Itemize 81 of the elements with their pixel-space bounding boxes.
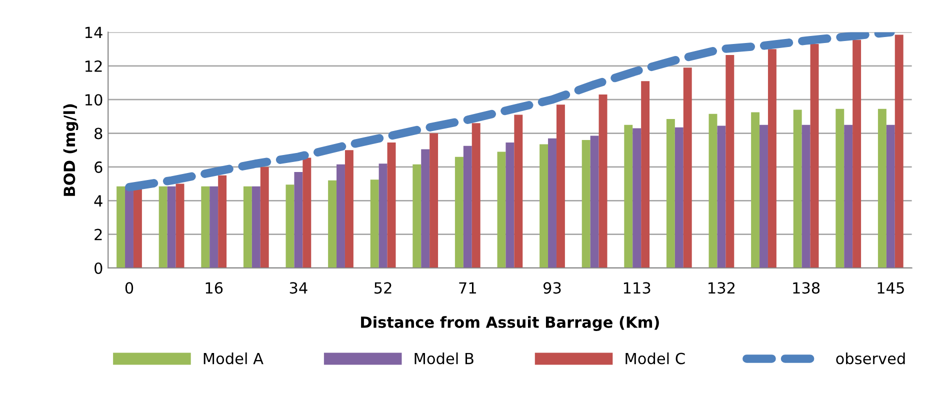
bar [582, 140, 590, 268]
bar [294, 172, 303, 268]
bar [726, 54, 734, 268]
y-tick-label: 4 [94, 195, 102, 206]
x-tick-label: 16 [206, 282, 223, 294]
bar [286, 184, 294, 268]
x-tick-label: 52 [374, 282, 392, 294]
bar [793, 110, 802, 268]
bar [810, 44, 819, 268]
bar [336, 164, 345, 268]
bar [201, 186, 210, 268]
x-tick-label: 93 [543, 282, 561, 294]
bar [218, 175, 227, 268]
bar [717, 126, 726, 268]
legend-label: Model C [626, 352, 685, 364]
bar [252, 186, 260, 268]
bar [344, 150, 354, 268]
bar [260, 166, 269, 268]
bar [302, 158, 312, 268]
bar [463, 146, 472, 268]
bar [472, 123, 480, 268]
bar [624, 124, 633, 268]
bar [210, 186, 218, 268]
y-tick-label: 2 [94, 228, 102, 240]
y-tick-label: 6 [94, 161, 102, 173]
bar [708, 114, 718, 268]
bar [387, 142, 396, 268]
x-axis-title: Distance from Assuit Barrage (Km) [361, 316, 659, 332]
bar [683, 68, 692, 268]
bar [167, 186, 176, 268]
bar [506, 142, 514, 268]
bar [421, 149, 430, 268]
y-tick-label: 12 [85, 60, 102, 72]
y-tick-label: 10 [85, 94, 102, 106]
y-tick-label: 0 [94, 262, 102, 274]
bar [548, 138, 556, 268]
bar [674, 127, 684, 268]
bar [886, 124, 895, 268]
legend-label: Model B [414, 352, 474, 364]
bar [370, 180, 379, 268]
x-tick-label: 113 [624, 282, 650, 294]
bar [243, 186, 252, 268]
bar [598, 94, 608, 268]
legend-label: Model A [204, 352, 264, 364]
bar [836, 108, 844, 268]
legend-label: observed [836, 352, 905, 364]
bar [802, 124, 810, 268]
x-tick-label: 0 [125, 282, 134, 294]
bar [328, 180, 337, 268]
y-tick-label: 14 [85, 26, 102, 38]
bar [751, 112, 760, 268]
bar [666, 118, 675, 268]
bar [894, 34, 904, 268]
bar [760, 124, 768, 268]
bar [556, 104, 565, 268]
bar [378, 164, 388, 268]
x-tick-label: 34 [290, 282, 308, 294]
bar [641, 81, 650, 268]
x-tick-label: 132 [708, 282, 734, 294]
bar [412, 164, 422, 268]
y-tick-label: 8 [94, 128, 102, 140]
bar [768, 49, 776, 268]
bar [454, 156, 464, 268]
bar [540, 144, 548, 268]
bar [514, 114, 523, 268]
y-axis-title: BOD (mg/l) [63, 104, 78, 196]
x-tick-label: 71 [459, 282, 476, 294]
bar [116, 186, 126, 268]
bar [590, 136, 599, 268]
bar [632, 128, 642, 268]
bar [158, 186, 168, 268]
bar [125, 186, 134, 268]
bar [430, 133, 438, 268]
bar [852, 40, 862, 268]
bar [878, 108, 886, 268]
bar [133, 188, 142, 268]
bar [844, 124, 853, 268]
bar [497, 152, 506, 268]
x-tick-label: 145 [878, 282, 904, 294]
x-tick-label: 138 [793, 282, 820, 294]
bar [176, 184, 184, 268]
